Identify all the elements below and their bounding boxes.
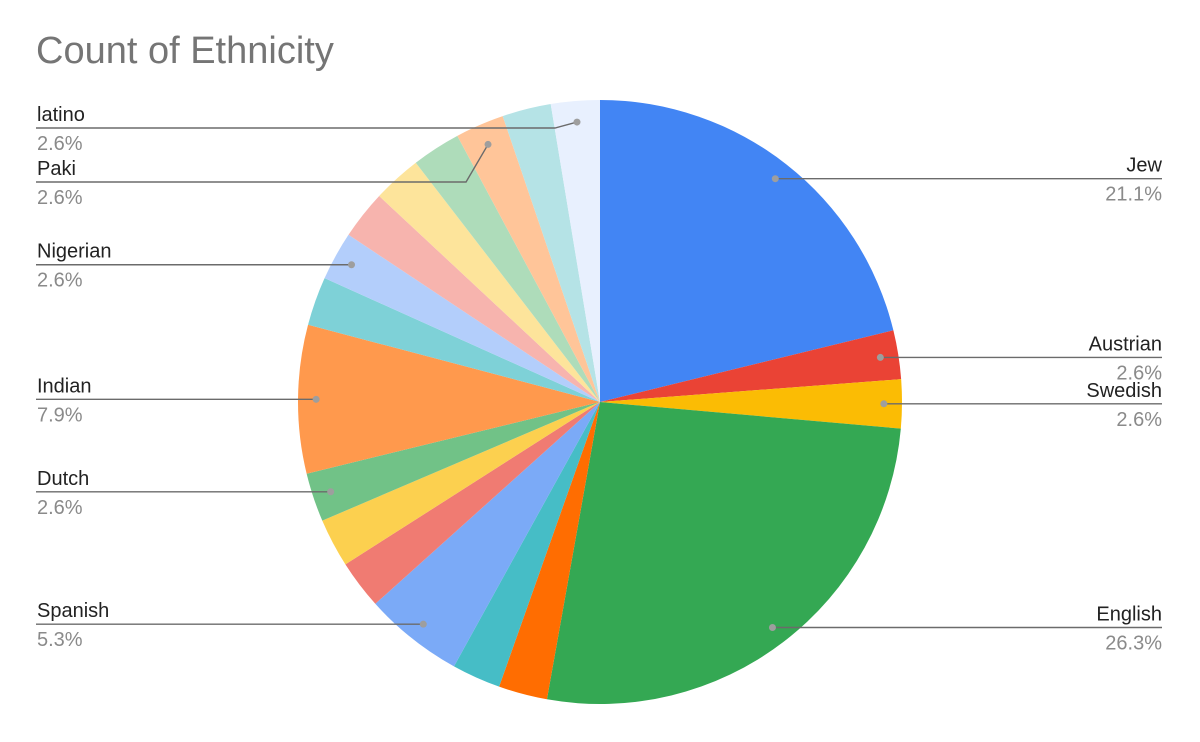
pie-slice-slice-7 [345,402,600,604]
leader-line-latino [36,121,578,129]
slice-label-indian: Indian [37,375,92,397]
pie-slice-spanish [375,402,600,667]
pie-slice-dutch [306,402,600,521]
slice-percent-jew: 21.1% [1105,184,1162,206]
pie-slice-indian [298,324,600,474]
leader-dot-paki [484,140,492,148]
pie-slice-slice-4 [499,402,600,700]
slice-percent-dutch: 2.6% [37,497,83,519]
slice-label-dutch: Dutch [37,468,89,490]
pie-slice-slice-17 [502,104,600,402]
pie-slice-slice-8 [322,402,600,565]
pie-slice-austrian [600,330,902,402]
pie-slice-nigerian [324,234,600,402]
slice-percent-austrian: 2.6% [1116,362,1162,384]
leader-dot-nigerian [348,261,356,269]
slice-label-spanish: Spanish [37,600,109,622]
slice-percent-english: 26.3% [1105,632,1162,654]
slice-label-jew: Jew [1126,155,1162,177]
slice-percent-swedish: 2.6% [1116,409,1162,431]
pie-slice-slice-14 [379,162,600,402]
pie-slice-english [546,402,901,705]
pie-slice-paki [457,116,600,403]
leader-dot-latino [573,118,581,126]
leader-dot-dutch [327,488,335,496]
leader-dot-english [768,623,776,631]
slice-label-swedish: Swedish [1086,380,1162,402]
pie-slice-latino [550,100,600,402]
pie-slice-slice-13 [348,195,600,402]
pie-slice-slice-5 [453,402,600,687]
slice-percent-indian: 7.9% [37,404,83,426]
leader-line-paki [36,144,489,183]
chart-title: Count of Ethnicity [36,30,334,72]
leader-dot-austrian [876,353,884,361]
leader-dot-jew [771,175,779,183]
slice-percent-spanish: 5.3% [37,629,83,651]
slice-label-nigerian: Nigerian [37,241,111,263]
pie-slice-slice-15 [415,135,600,402]
slice-label-english: English [1096,603,1162,625]
slice-label-latino: latino [37,104,85,126]
leader-dot-spanish [419,620,427,628]
slice-percent-latino: 2.6% [37,133,83,155]
pie-slice-jew [600,100,894,402]
slice-label-austrian: Austrian [1089,333,1162,355]
slice-label-paki: Paki [37,158,76,180]
slice-percent-paki: 2.6% [37,187,83,209]
leader-dot-indian [312,395,320,403]
pie-slice-swedish [600,379,902,429]
leader-dot-swedish [880,400,888,408]
slice-percent-nigerian: 2.6% [37,270,83,292]
pie-slice-slice-11 [308,278,600,402]
